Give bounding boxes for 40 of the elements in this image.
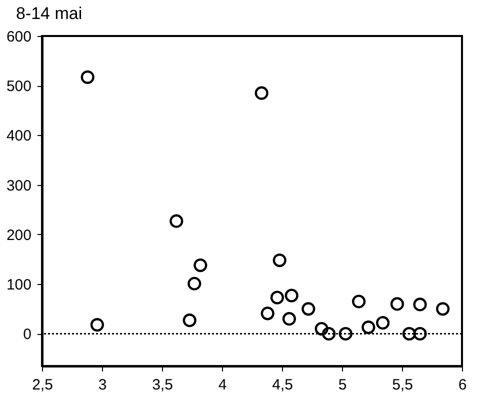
point (390, 297, 404, 311)
x-tick-label: 5 (338, 376, 347, 394)
point (322, 326, 336, 341)
point (402, 326, 416, 341)
point (282, 312, 296, 326)
x-tick-label: 5,5 (392, 376, 413, 394)
point (413, 298, 427, 312)
x-tick-label: 6 (458, 376, 467, 394)
point (260, 306, 274, 320)
y-tick-label: 0 (23, 326, 32, 344)
point (436, 302, 450, 316)
point (254, 86, 268, 100)
y-tick-label: 200 (6, 226, 32, 244)
x-tick-label: 3 (98, 376, 107, 394)
point (338, 326, 352, 341)
point (80, 70, 94, 84)
chart-title: 8-14 mai (16, 4, 82, 23)
point (284, 288, 298, 302)
y-tick-label: 300 (6, 177, 32, 194)
point (376, 316, 390, 330)
x-tick-label: 4 (218, 376, 227, 394)
x-tick-label: 2,5 (32, 376, 53, 394)
point (302, 302, 316, 316)
point (170, 214, 184, 228)
point (188, 276, 202, 290)
point (272, 254, 286, 268)
point (413, 326, 427, 341)
point (194, 258, 208, 272)
point (270, 290, 284, 304)
point (182, 314, 196, 328)
x-tick-label: 3,5 (152, 376, 173, 394)
y-tick-label: 500 (6, 78, 32, 96)
y-tick-label: 100 (6, 276, 32, 294)
y-tick-label: 400 (6, 128, 32, 145)
point (352, 294, 366, 308)
x-tick-label: 4,5 (272, 376, 293, 394)
point (314, 322, 328, 336)
point (362, 320, 376, 334)
y-tick-label: 600 (6, 28, 32, 46)
point (90, 318, 104, 332)
